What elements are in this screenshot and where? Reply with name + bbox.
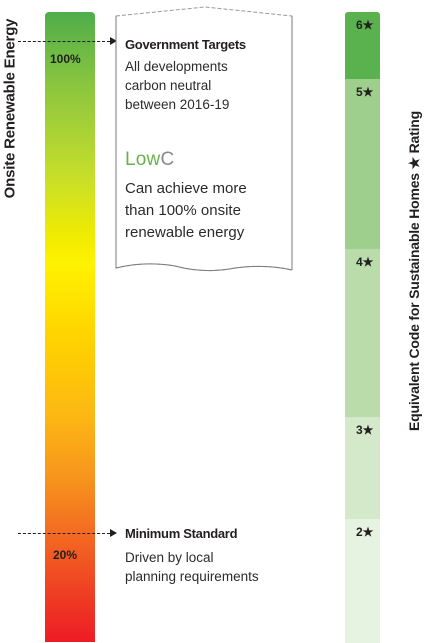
renewable-energy-gradient-bar — [45, 12, 95, 642]
rating-segment-4: 4★ — [345, 249, 380, 417]
government-target-connector — [18, 41, 110, 42]
rating-label-5: 5★ — [356, 85, 374, 99]
government-targets-line: All developments — [125, 59, 228, 74]
lowc-brand: LowC — [125, 149, 293, 171]
lowc-brand-low: Low — [125, 149, 161, 170]
government-targets-description: All developments carbon neutral between … — [125, 57, 293, 114]
minimum-standard-title: Minimum Standard — [125, 526, 238, 541]
arrow-right-icon — [110, 37, 117, 45]
rating-segment-6: 6★ — [345, 12, 380, 79]
lowc-description-line: Can achieve more — [125, 180, 247, 197]
government-targets-line: between 2016-19 — [125, 97, 230, 112]
government-targets-title: Government Targets — [125, 37, 246, 52]
lowc-description-line: renewable energy — [125, 224, 245, 241]
rating-label-4: 4★ — [356, 255, 374, 269]
government-targets-line: carbon neutral — [125, 78, 212, 93]
minimum-standard-connector — [18, 533, 110, 534]
callout-solid-edge — [115, 16, 293, 272]
rating-segment-5: 5★ — [345, 79, 380, 249]
rating-label-3: 3★ — [356, 423, 374, 437]
lowc-description-line: than 100% onsite — [125, 202, 241, 219]
target-callout-box: Government Targets All developments carb… — [115, 6, 295, 276]
rating-label-6: 6★ — [356, 18, 374, 32]
tick-label-100: 100% — [50, 52, 81, 66]
minimum-standard-line: planning requirements — [125, 569, 259, 584]
callout-outline — [115, 6, 293, 272]
minimum-standard-line: Driven by local — [125, 550, 214, 565]
rating-segment-2: 2★ — [345, 519, 380, 643]
lowc-description: Can achieve more than 100% onsite renewa… — [125, 178, 293, 244]
rating-segment-3: 3★ — [345, 417, 380, 519]
lowc-brand-c: C — [160, 149, 175, 170]
minimum-standard-description: Driven by local planning requirements — [125, 548, 325, 586]
left-axis-label: Onsite Renewable Energy — [1, 18, 19, 199]
tick-label-20: 20% — [53, 548, 78, 562]
rating-label-2: 2★ — [356, 525, 374, 539]
right-axis-label: Equivalent Code for Sustainable Homes ★ … — [406, 111, 422, 431]
arrow-right-icon — [110, 529, 117, 537]
